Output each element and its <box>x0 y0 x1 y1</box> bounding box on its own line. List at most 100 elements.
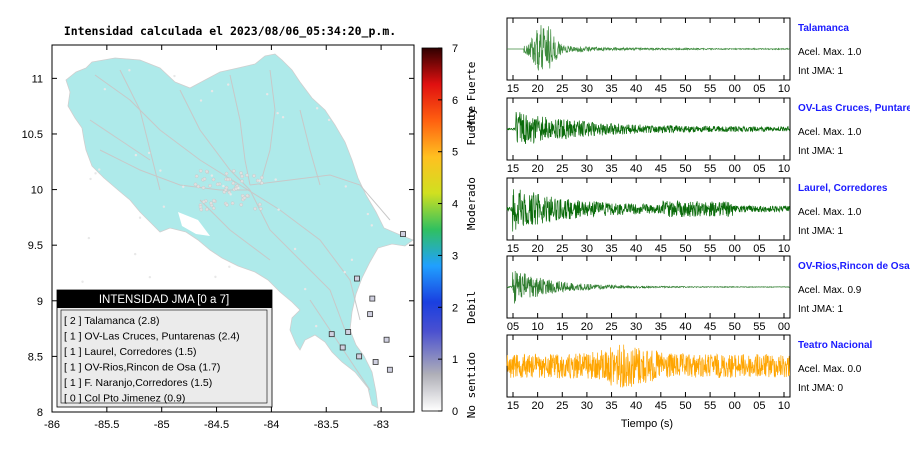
colorbar-tick-label: 2 <box>452 302 458 314</box>
station-name: OV-Las Cruces, Puntarenas <box>798 103 910 114</box>
town-dot <box>87 236 91 240</box>
trace-x-tick-label: 00 <box>729 163 741 175</box>
intensity-colorbar: 0 1 2 3 4 5 6 7 No sentido Debil Moderado FuerteMu… <box>421 43 478 418</box>
trace-x-tick-label: 15 <box>556 321 568 333</box>
trace-x-tick-label: 20 <box>532 400 544 412</box>
trace-x-tick-label: 05 <box>753 83 765 95</box>
station-stat: Int JMA: 1 <box>798 146 843 157</box>
city-dot <box>211 206 216 211</box>
trace-x-tick-label: 40 <box>630 83 642 95</box>
town-dot <box>147 151 151 155</box>
map-x-tick-label: -83.5 <box>314 419 339 431</box>
map-y-tick-label: 11 <box>32 73 43 85</box>
colorbar-ramp <box>421 47 443 412</box>
trace-x-tick-label: 20 <box>532 83 544 95</box>
map-x-tick-label: -85 <box>154 419 170 431</box>
station-stat: Acel. Max. 1.0 <box>798 47 862 58</box>
town-dot <box>343 270 346 274</box>
city-dot <box>196 184 201 189</box>
station-stat: Acel. Max. 0.0 <box>798 364 862 375</box>
town-dot <box>258 179 261 182</box>
city-dot <box>205 169 209 174</box>
nicoya-gulf <box>178 212 210 236</box>
city-dot <box>258 207 263 211</box>
town-dot <box>293 247 297 251</box>
town-dot <box>350 258 354 262</box>
city-dot <box>224 185 229 190</box>
legend-title: INTENSIDAD JMA [0 a 7] <box>99 294 229 306</box>
station-name: Laurel, Corredores <box>798 183 888 194</box>
town-dot <box>274 178 277 181</box>
city-dot <box>201 186 206 190</box>
city-dot <box>215 182 220 187</box>
trace-x-tick-label: 10 <box>778 400 790 412</box>
legend-item: [ 1 ] OV-Rios,Rincon de Osa (1.7) <box>64 362 220 374</box>
colorbar-tick-label: 0 <box>452 406 458 418</box>
city-dot <box>202 177 207 181</box>
town-dot <box>162 205 166 208</box>
station-marker <box>386 366 393 373</box>
station-marker <box>345 329 352 335</box>
station-name: Teatro Nacional <box>798 340 872 351</box>
city-dot <box>232 169 236 173</box>
legend-item: [ 1 ] Laurel, Corredores (1.5) <box>64 346 196 358</box>
town-dot <box>315 107 319 110</box>
town-dot <box>228 265 231 268</box>
trace-x-tick-label: 05 <box>753 163 765 175</box>
colorbar-category-label: Debil <box>465 291 478 324</box>
trace-x-tick-label: 00 <box>729 243 741 255</box>
town-dot <box>128 69 131 72</box>
map-y-tick-label: 9.5 <box>28 240 43 252</box>
colorbar-tick-label: 1 <box>452 354 458 366</box>
trace-x-tick-label: 45 <box>704 321 716 333</box>
trace-x-tick-label: 30 <box>581 83 593 95</box>
town-dot <box>276 111 279 115</box>
town-dot <box>327 118 331 122</box>
colorbar-category-label: Muy Fuerte <box>465 62 478 128</box>
station-stat: Acel. Max. 0.9 <box>798 285 862 296</box>
trace-x-tick-label: 20 <box>581 321 593 333</box>
town-dot <box>94 172 97 175</box>
trace-x-tick-label: 25 <box>556 163 568 175</box>
legend-list-frame <box>60 309 268 404</box>
city-dot <box>230 201 235 205</box>
legend-item: [ 0 ] Col Pto Jimenez (0.9) <box>64 393 185 405</box>
legend-header <box>57 290 272 308</box>
colorbar-tick-label: 5 <box>452 147 458 159</box>
trace-x-tick-label: 45 <box>655 243 667 255</box>
trace-x-tick-label: 55 <box>753 321 765 333</box>
trace-x-tick-label: 05 <box>753 243 765 255</box>
city-dot <box>258 202 262 207</box>
town-dot <box>182 185 185 188</box>
town-dot <box>173 74 176 78</box>
town-dot <box>210 174 214 177</box>
trace-x-tick-label: 20 <box>532 163 544 175</box>
station-name: OV-Rios,Rincon de Osa <box>798 261 910 272</box>
city-dot <box>245 193 250 198</box>
city-dot <box>224 171 229 176</box>
trace-x-tick-label: 30 <box>630 321 642 333</box>
trace-x-tick-label: 30 <box>581 243 593 255</box>
colorbar-tick-label: 6 <box>452 95 458 107</box>
seismogram-panel: 15 20 25 30 35 40 45 50 55 00 05 10 Teatro Nacional A… <box>506 334 872 412</box>
trace-x-tick-label: 00 <box>778 321 790 333</box>
map-x-tick-label: -86 <box>44 419 60 431</box>
city-dot <box>208 183 212 188</box>
trace-x-tick-label: 25 <box>605 321 617 333</box>
trace-x-tick-label: 35 <box>605 163 617 175</box>
station-marker <box>367 311 374 318</box>
station-stat: Acel. Max. 1.0 <box>798 127 862 138</box>
trace-x-tick-label: 00 <box>729 83 741 95</box>
city-dot <box>231 181 236 185</box>
trace-waveform <box>506 270 790 304</box>
town-dot <box>314 324 318 328</box>
station-marker <box>328 331 335 338</box>
legend-item: [ 1 ] OV-Las Cruces, Puntarenas (2.4) <box>64 331 240 343</box>
trace-x-tick-label: 10 <box>532 321 544 333</box>
town-dot <box>199 99 203 102</box>
town-dot <box>370 224 374 227</box>
city-dot <box>225 203 229 207</box>
town-dot <box>222 184 225 188</box>
colorbar-category-label: Fuerte <box>465 106 478 146</box>
trace-x-tick-label: 35 <box>655 321 667 333</box>
